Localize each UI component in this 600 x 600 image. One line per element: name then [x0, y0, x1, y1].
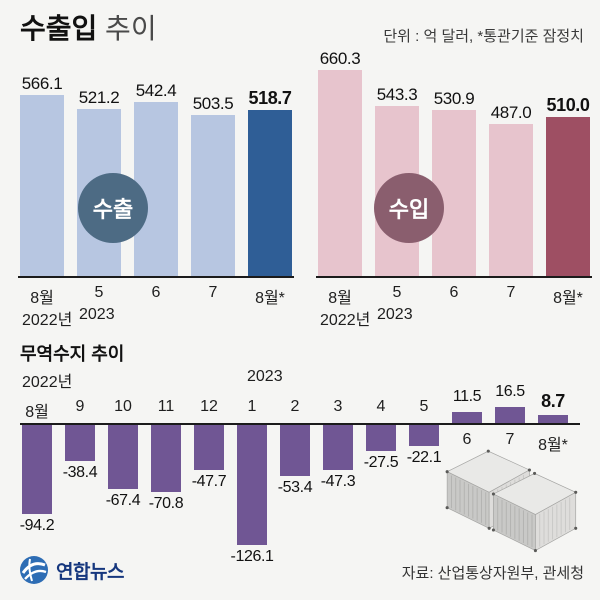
import-month-label: 5 [392, 284, 402, 301]
balance-month-label: 8월* [538, 437, 568, 454]
import-value-label: 510.0 [546, 95, 590, 115]
balance-year-label: 2023 [247, 368, 283, 385]
import-bar-8월 [318, 70, 362, 276]
yonhap-logo-text: 연합뉴스 [56, 561, 124, 583]
balance-month-label: 3 [333, 398, 343, 415]
balance-month-label: 10 [114, 398, 132, 415]
balance-bar-3 [323, 425, 353, 470]
import-value-label: 530.9 [433, 89, 475, 108]
export-value-label: 521.2 [78, 88, 120, 107]
page-title-light: 추이 [97, 13, 157, 44]
balance-bar-5 [409, 425, 439, 446]
export-value-label: 518.7 [248, 88, 292, 108]
yonhap-globe-icon [20, 556, 48, 584]
import-badge: 수입 [374, 173, 444, 243]
balance-month-label: 11 [157, 398, 175, 415]
balance-bar-11 [151, 425, 181, 492]
export-bar-8월 [20, 95, 64, 276]
balance-month-label: 9 [75, 398, 85, 415]
balance-month-label: 1 [247, 398, 257, 415]
balance-value-label: -47.7 [191, 473, 227, 490]
import-month-label: 8월* [553, 290, 583, 307]
export-month-label: 8월* [255, 290, 285, 307]
balance-bar-2 [280, 425, 310, 476]
import-month-label: 7 [506, 284, 516, 301]
import-value-label: 487.0 [490, 103, 532, 122]
export-badge: 수출 [78, 173, 148, 243]
export-month-label: 6 [151, 284, 161, 301]
balance-bar-8월 [22, 425, 52, 514]
balance-month-label: 7 [505, 431, 515, 448]
balance-bar-6 [452, 412, 482, 423]
export-year-label: 2022년 [22, 312, 73, 329]
balance-value-label: -38.4 [62, 464, 98, 481]
import-bar-8월* [546, 117, 590, 276]
balance-value-label: -53.4 [277, 479, 313, 496]
balance-value-label: -70.8 [148, 495, 184, 512]
balance-bar-4 [366, 425, 396, 451]
import-axis-line [316, 276, 592, 278]
balance-bar-chart: -94.2 8월 -38.4 9 -67.4 10 -70.8 11 -47.7 12 -126.1… [20, 360, 580, 575]
balance-value-label: -27.5 [363, 454, 399, 471]
balance-value-label: 8.7 [541, 391, 565, 411]
balance-month-label: 4 [376, 398, 386, 415]
balance-month-label: 6 [462, 431, 472, 448]
import-month-label: 6 [449, 284, 459, 301]
shipping-containers-illustration [445, 449, 578, 553]
export-value-label: 542.4 [135, 81, 177, 100]
import-value-label: 660.3 [319, 49, 361, 68]
balance-chart-title: 무역수지 추이 [20, 344, 125, 364]
export-axis-line [18, 276, 294, 278]
balance-year-label: 2022년 [22, 374, 73, 391]
balance-axis-line [20, 423, 580, 425]
import-bar-chart: 660.3 8월 543.3 5 530.9 6 487.0 7 510.0 8월* 2022년 20… [316, 49, 592, 329]
balance-bar-1 [237, 425, 267, 545]
balance-month-label: 5 [419, 398, 429, 415]
import-month-label: 8월 [328, 290, 352, 307]
export-month-label: 8월 [30, 290, 54, 307]
balance-value-label: -67.4 [105, 492, 141, 509]
export-bar-7 [191, 115, 235, 276]
balance-value-label: 11.5 [452, 388, 482, 405]
balance-value-label: -47.3 [320, 473, 356, 490]
export-bar-chart: 566.1 8월 521.2 5 542.4 6 503.5 7 518.7 8월* 2022년 20… [18, 58, 294, 329]
balance-month-label: 12 [200, 398, 218, 415]
balance-bar-9 [65, 425, 95, 461]
balance-bar-8월* [538, 415, 568, 423]
export-year-label: 2023 [79, 306, 115, 323]
export-value-label: 503.5 [192, 94, 234, 113]
export-bar-8월* [248, 110, 292, 276]
yonhap-logo: 연합뉴스 [18, 554, 124, 586]
balance-bar-10 [108, 425, 138, 489]
import-value-label: 543.3 [376, 85, 418, 104]
export-month-label: 5 [94, 284, 104, 301]
balance-value-label: 16.5 [495, 383, 525, 400]
import-year-label: 2023 [377, 306, 413, 323]
balance-value-label: -126.1 [230, 548, 274, 565]
source-note: 자료: 산업통상자원부, 관세청 [401, 565, 584, 582]
page-title-bold: 수출입 [20, 13, 98, 44]
export-month-label: 7 [208, 284, 218, 301]
balance-value-label: -94.2 [19, 517, 55, 534]
balance-month-label: 2 [290, 398, 300, 415]
export-value-label: 566.1 [21, 74, 63, 93]
balance-value-label: -22.1 [406, 449, 442, 466]
page-title: 수출입 추이 [20, 12, 157, 46]
import-bar-7 [489, 124, 533, 276]
unit-note: 단위 : 억 달러, *통관기준 잠정치 [383, 28, 584, 45]
balance-month-label: 8월 [25, 404, 49, 421]
balance-bar-7 [495, 407, 525, 423]
import-year-label: 2022년 [320, 312, 371, 329]
balance-bar-12 [194, 425, 224, 470]
